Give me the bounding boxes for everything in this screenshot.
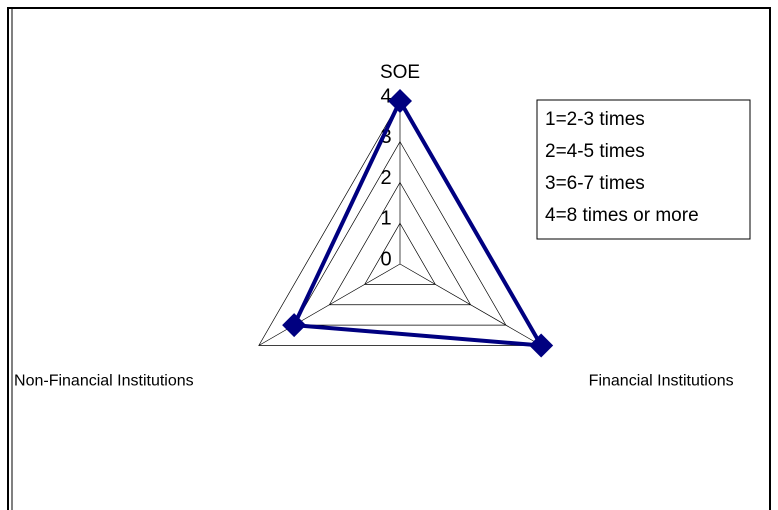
grid-ring [328,181,472,306]
r-tick-label: 4 [380,85,391,107]
category-label: Financial Institutions [589,373,734,390]
category-label: Non-Financial Institutions [14,373,194,390]
spoke [258,263,401,346]
r-tick-label: 3 [380,126,391,148]
r-tick-label: 2 [380,167,391,189]
frame [7,7,771,510]
r-tick-label: 1 [380,208,391,230]
legend-note: 1=2-3 times [545,109,645,130]
legend-box [536,99,751,240]
r-tick-label: 0 [380,248,391,270]
data-marker [282,313,307,338]
data-line [292,99,544,348]
legend-note: 3=6-7 times [545,173,645,194]
spoke [399,263,542,346]
legend-note: 4=8 times or more [545,205,699,226]
data-marker [529,333,554,358]
data-marker [388,89,412,113]
category-label: SOE [380,62,420,83]
grid-ring [364,222,436,285]
legend-note: 2=4-5 times [545,141,645,162]
grid-ring [293,141,507,326]
